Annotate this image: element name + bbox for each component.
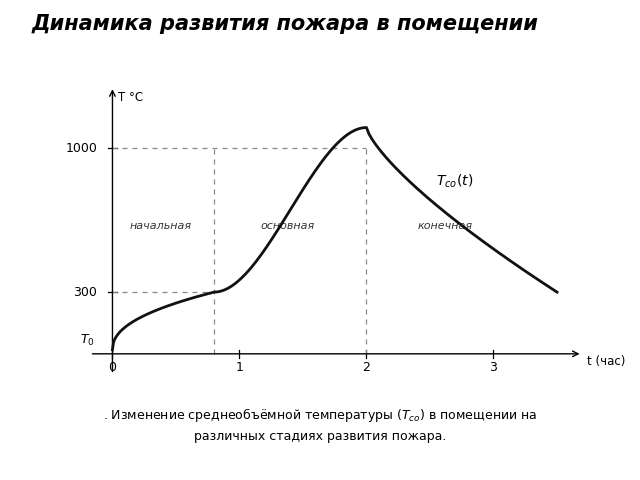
Text: 300: 300 [74, 286, 97, 299]
Text: . Изменение среднеобъёмной температуры ($T_{co}$) в помещении на: . Изменение среднеобъёмной температуры (… [103, 406, 537, 423]
Text: $T_0$: $T_0$ [80, 333, 95, 348]
Text: 1: 1 [236, 360, 243, 374]
Text: конечная: конечная [418, 221, 473, 231]
Text: 1000: 1000 [65, 142, 97, 155]
Text: различных стадиях развития пожара.: различных стадиях развития пожара. [194, 430, 446, 443]
Text: t (час): t (час) [588, 355, 626, 368]
Text: Динамика развития пожара в помещении: Динамика развития пожара в помещении [32, 14, 539, 35]
Text: 0: 0 [108, 360, 116, 374]
Text: основная: основная [260, 221, 315, 231]
Text: начальная: начальная [130, 221, 192, 231]
Text: 2: 2 [362, 360, 371, 374]
Text: T °C: T °C [118, 91, 143, 104]
Text: 3: 3 [490, 360, 497, 374]
Text: $T_{co}(t)$: $T_{co}(t)$ [436, 172, 474, 190]
